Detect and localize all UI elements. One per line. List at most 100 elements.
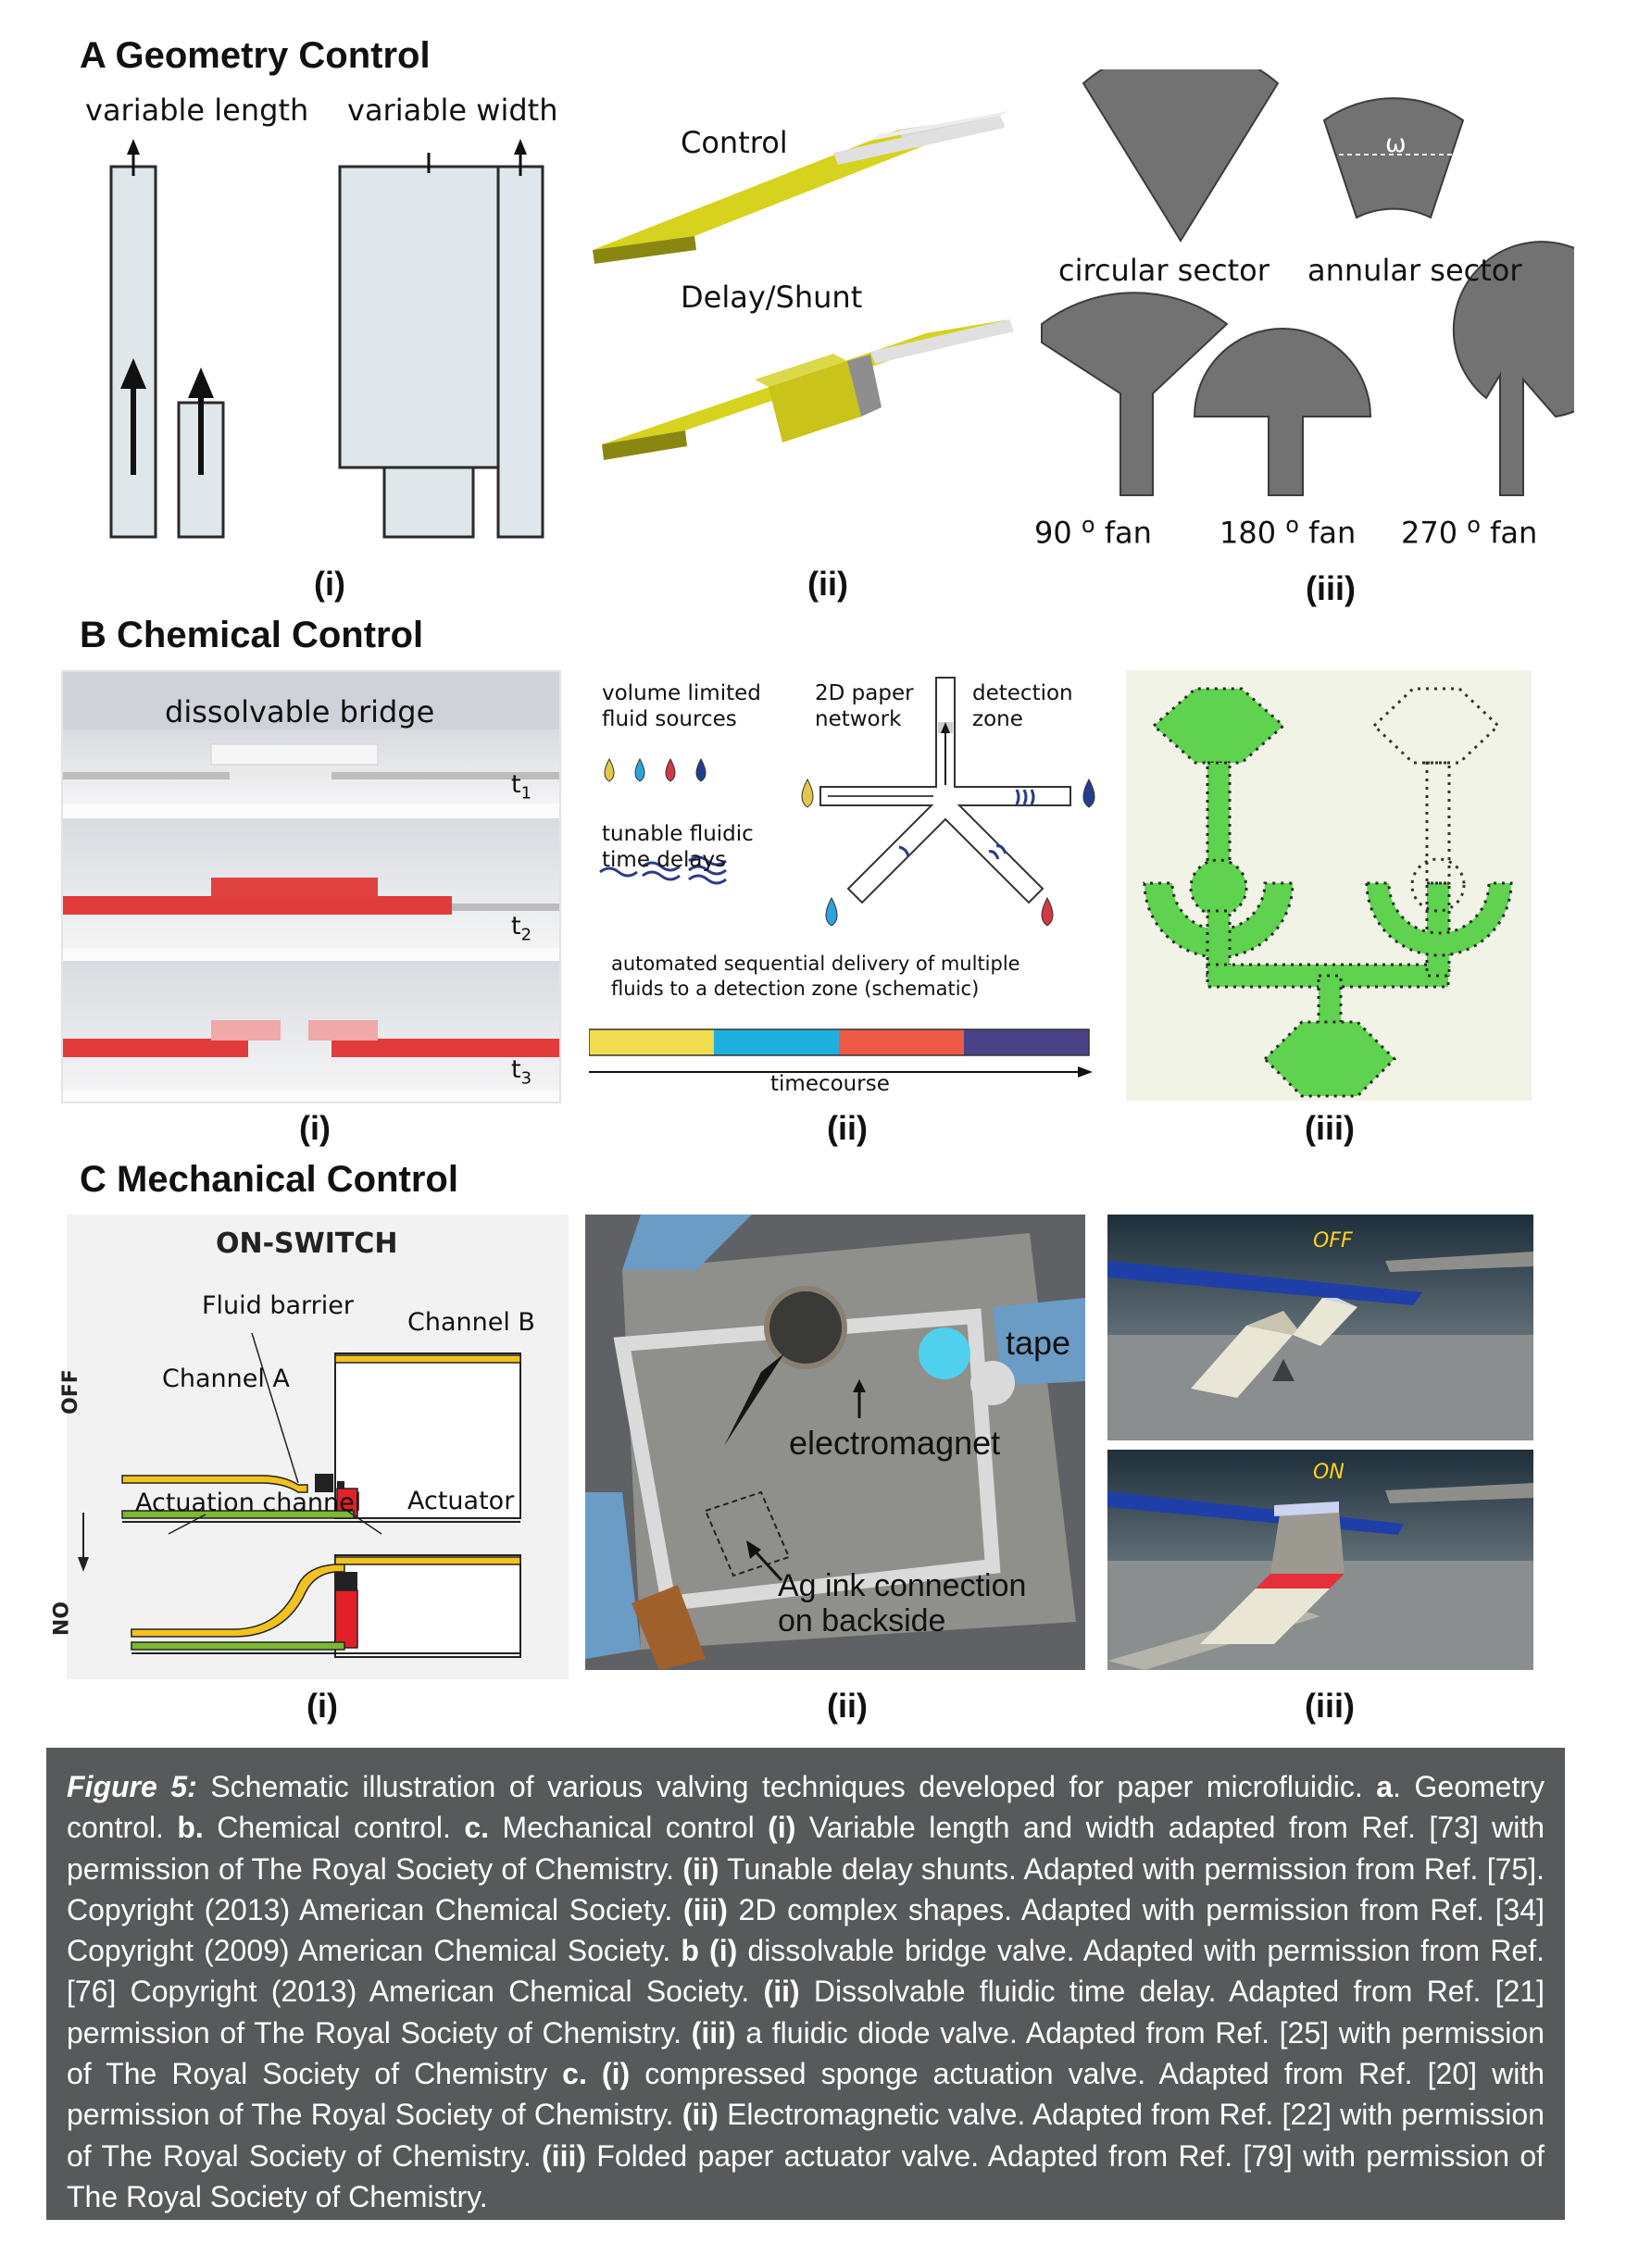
caption-text: Variable length and width adapted from R… [67, 1811, 1545, 1886]
panel-a-ii [593, 93, 1019, 491]
detect-line-1: detection [972, 681, 1073, 705]
circular-sector-label: circular sector [1058, 253, 1270, 288]
channel-a-label: Channel A [162, 1365, 290, 1393]
variable-width-label: variable width [347, 93, 558, 128]
subfig-a-iii-label: (iii) [1306, 569, 1356, 607]
t-subscript: 1 [520, 783, 532, 804]
panel-a-i [74, 88, 593, 551]
dissolvable-bridge-diagram [63, 672, 559, 1090]
t2-label: t2 [511, 912, 532, 944]
t1-label: t1 [511, 770, 532, 803]
subfig-b-iii-label: (iii) [1305, 1109, 1355, 1147]
subfig-c-iii-label: (iii) [1305, 1687, 1355, 1725]
panel-b-ii [588, 667, 1098, 1111]
panel-c-iii-on [1107, 1450, 1533, 1670]
paper-line-2: network [815, 707, 902, 731]
caption-bold: (ii) [763, 1975, 800, 2009]
auto-line-2: fluids to a detection zone (schematic) [611, 978, 980, 1000]
detect-line-2: zone [972, 707, 1023, 731]
dissolvable-bridge-label: dissolvable bridge [165, 694, 435, 729]
caption-bold: (ii) [682, 2098, 719, 2132]
caption-text: Schematic illustration of various valvin… [196, 1770, 1377, 1803]
panel-c-ii [585, 1215, 1085, 1670]
tunable-delays-label: tunable fluidic time delays [602, 821, 754, 873]
ag-line-1: Ag ink connection [778, 1568, 1027, 1603]
fan-180-label: 180 o fan [1220, 512, 1356, 551]
electromagnet-photo [585, 1215, 1085, 1670]
caption-text: compressed sponge actuation valve. Adapt… [67, 2057, 1545, 2132]
section-c-title: C Mechanical Control [80, 1159, 458, 1200]
fan-shapes-diagram [1041, 45, 1626, 496]
figure-caption: Figure 5: Schematic illustration of vari… [46, 1748, 1565, 2220]
fluidic-diode-image [1143, 687, 1513, 1098]
caption-bold: (ii) [682, 1851, 719, 1886]
delay-shunt-diagram [593, 111, 1014, 460]
caption-text: Dissolvable fluidic time delay. Adapted … [67, 1975, 1545, 2050]
fan-180-value: 180 [1220, 515, 1277, 551]
caption-text: Chemical control. [203, 1811, 465, 1845]
volume-line-1: volume limited [602, 681, 761, 705]
section-a-title: A Geometry Control [80, 35, 431, 76]
paper-network-label: 2D paper network [815, 680, 914, 732]
caption-bold: (iii) [682, 1892, 728, 1926]
caption-bold: (iii) [691, 2015, 736, 2050]
t-letter: t [511, 770, 521, 799]
caption-text: Tunable delay shunts. Adapted with permi… [67, 1851, 1545, 1926]
degree-symbol: o [1467, 512, 1481, 538]
panel-c-i [67, 1215, 569, 1679]
caption-bold: c. (i) [562, 2057, 631, 2091]
subfig-a-i-label: (i) [314, 565, 345, 603]
variable-length-label: variable length [85, 93, 309, 128]
caption-text: 2D complex shapes. Adapted with permissi… [67, 1892, 1545, 1968]
caption-bold: (i) [768, 1811, 796, 1845]
timecourse-label: timecourse [770, 1072, 890, 1096]
panel-c-iii-off [1107, 1215, 1533, 1440]
t-subscript: 3 [520, 1068, 532, 1089]
paper-line-1: 2D paper [815, 681, 914, 705]
fan-word: fan [1308, 515, 1357, 551]
subfig-b-i-label: (i) [299, 1109, 331, 1147]
fan-270-label: 270 o fan [1401, 512, 1537, 551]
omega-symbol: ω [1385, 130, 1407, 158]
caption-bold: b. [177, 1811, 204, 1845]
control-label: Control [681, 125, 788, 160]
caption-text: a fluidic diode valve. Adapted from Ref.… [67, 2015, 1545, 2091]
panel-b-i [61, 670, 561, 1103]
fan-90-label: 90 o fan [1034, 512, 1152, 551]
delay-shunt-label: Delay/Shunt [681, 280, 863, 315]
off-render-label: OFF [1313, 1229, 1353, 1252]
panel-b-iii [1126, 670, 1532, 1101]
caption-text: . Geometry control. [67, 1770, 1545, 1845]
figure-number: Figure 5: [67, 1770, 197, 1803]
subfig-c-i-label: (i) [306, 1687, 338, 1725]
on-switch-title: ON-SWITCH [216, 1227, 398, 1260]
on-render-label: ON [1313, 1461, 1345, 1484]
detection-zone-label: detection zone [972, 680, 1073, 732]
auto-line-1: automated sequential delivery of multipl… [611, 953, 1020, 975]
caption-bold: (iii) [542, 2138, 586, 2173]
variable-length-width-diagram [109, 139, 544, 539]
caption-text: Electromagnetic valve. Adapted from Ref.… [67, 2098, 1545, 2173]
degree-symbol: o [1285, 512, 1299, 538]
fan-word: fan [1104, 515, 1152, 551]
subfig-a-ii-label: (ii) [807, 565, 848, 603]
subfig-b-ii-label: (ii) [827, 1109, 868, 1147]
annular-sector-label: annular sector [1307, 253, 1522, 288]
fan-word: fan [1490, 515, 1538, 551]
volume-line-2: fluid sources [602, 707, 737, 731]
caption-bold: a [1376, 1770, 1394, 1803]
folded-actuator-off-render [1107, 1215, 1533, 1440]
ag-line-2: on backside [778, 1603, 946, 1639]
caption-text: Mechanical control [489, 1811, 769, 1845]
fluid-barrier-label: Fluid barrier [202, 1291, 354, 1320]
section-b-title: B Chemical Control [80, 615, 424, 655]
volume-limited-label: volume limited fluid sources [602, 680, 761, 732]
fan-90-value: 90 [1034, 515, 1072, 551]
actuator-label: Actuator [407, 1487, 515, 1515]
caption-bold: c. [464, 1811, 490, 1845]
degree-symbol: o [1081, 512, 1095, 538]
caption-bold: b (i) [681, 1934, 738, 1968]
t3-label: t3 [511, 1055, 532, 1088]
channel-b-label: Channel B [407, 1308, 535, 1337]
caption-text: dissolvable bridge valve. Adapted with p… [67, 1934, 1545, 2009]
